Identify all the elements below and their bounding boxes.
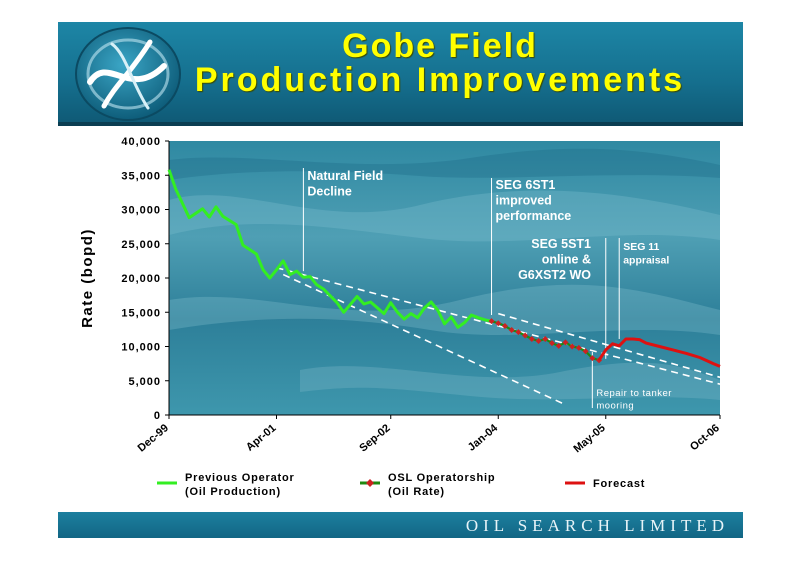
data-point [542,335,549,342]
legend-label-line: (Oil Rate) [388,486,445,498]
annotation-line: SEG 11 [623,241,659,253]
y-tick-label: 20,000 [121,273,161,285]
y-tick-label: 35,000 [121,170,161,182]
y-tick-label: 0 [154,410,161,422]
y-tick-label: 30,000 [121,205,161,217]
footer-band: OIL SEARCH LIMITED [58,512,743,538]
annotation-line: SEG 5ST1 [531,237,591,251]
legend-label: Forecast [593,478,645,490]
data-point [562,339,569,346]
series-line [597,337,721,368]
legend-label: Previous Operator (Oil Production) [185,472,295,498]
y-tick-label: 10,000 [121,342,161,354]
x-tick-label: May-05 [571,422,607,455]
annotation-text: Repair to tanker mooring [596,388,672,412]
data-point [589,355,596,362]
annotation-line: Repair to tanker [596,388,672,399]
header-shadow [58,122,743,126]
x-tick-label: Sep-02 [357,422,392,454]
y-tick-label: 40,000 [121,136,161,148]
plot-area [169,141,720,415]
x-tick-label: Jan-04 [466,422,501,454]
data-point [501,322,508,329]
annotation-line: online & [542,253,591,267]
company-name: OIL SEARCH LIMITED [465,516,729,535]
annotation-text: SEG 6ST1 improved performance [496,178,572,223]
annotation-line: performance [496,209,572,223]
annotation-text: Natural Field Decline [307,169,383,199]
annotation-line: appraisal [623,255,669,267]
legend-label-line: (Oil Production) [185,486,281,498]
data-point [535,338,542,345]
data-point [555,342,562,349]
data-point [488,318,495,325]
annotation-line: mooring [596,401,634,412]
annotation-text: SEG 5ST1 online & G6XST2 WO [518,237,591,282]
x-tick-label: Oct-06 [688,422,722,453]
legend-label-line: Previous Operator [185,472,295,484]
annotation-line: improved [496,194,552,208]
legend-label-line: Forecast [593,478,645,490]
y-tick-label: 5,000 [128,376,161,388]
data-point [575,344,582,351]
legend-label-line: OSL Operatorship [388,472,495,484]
annotation-line: SEG 6ST1 [496,178,556,192]
annotation-line: Natural Field [307,169,383,183]
data-point [508,327,515,334]
annotation-line: G6XST2 WO [518,268,591,282]
x-tick-label: Dec-99 [136,422,171,454]
y-axis-label: Rate (bopd) [79,228,96,328]
annotation-text: SEG 11 appraisal [623,241,669,267]
trend-line [498,312,721,379]
data-point [528,335,535,342]
y-tick-label: 15,000 [121,307,161,319]
x-tick-label: Apr-01 [244,422,278,454]
legend-marker [366,479,374,487]
data-point [522,332,529,339]
data-point [495,320,502,327]
annotation-line: Decline [307,185,352,199]
data-point [515,329,522,336]
series-line [167,169,492,329]
slide-title-line-1: Gobe Field [342,27,538,65]
slide-title-line-2: Production Improvements [194,61,686,99]
oil-search-logo [75,27,181,121]
y-tick-label: 25,000 [121,239,161,251]
data-point [549,340,556,347]
data-point [569,343,576,350]
legend-label: OSL Operatorship (Oil Rate) [388,472,495,498]
data-point [582,348,589,355]
